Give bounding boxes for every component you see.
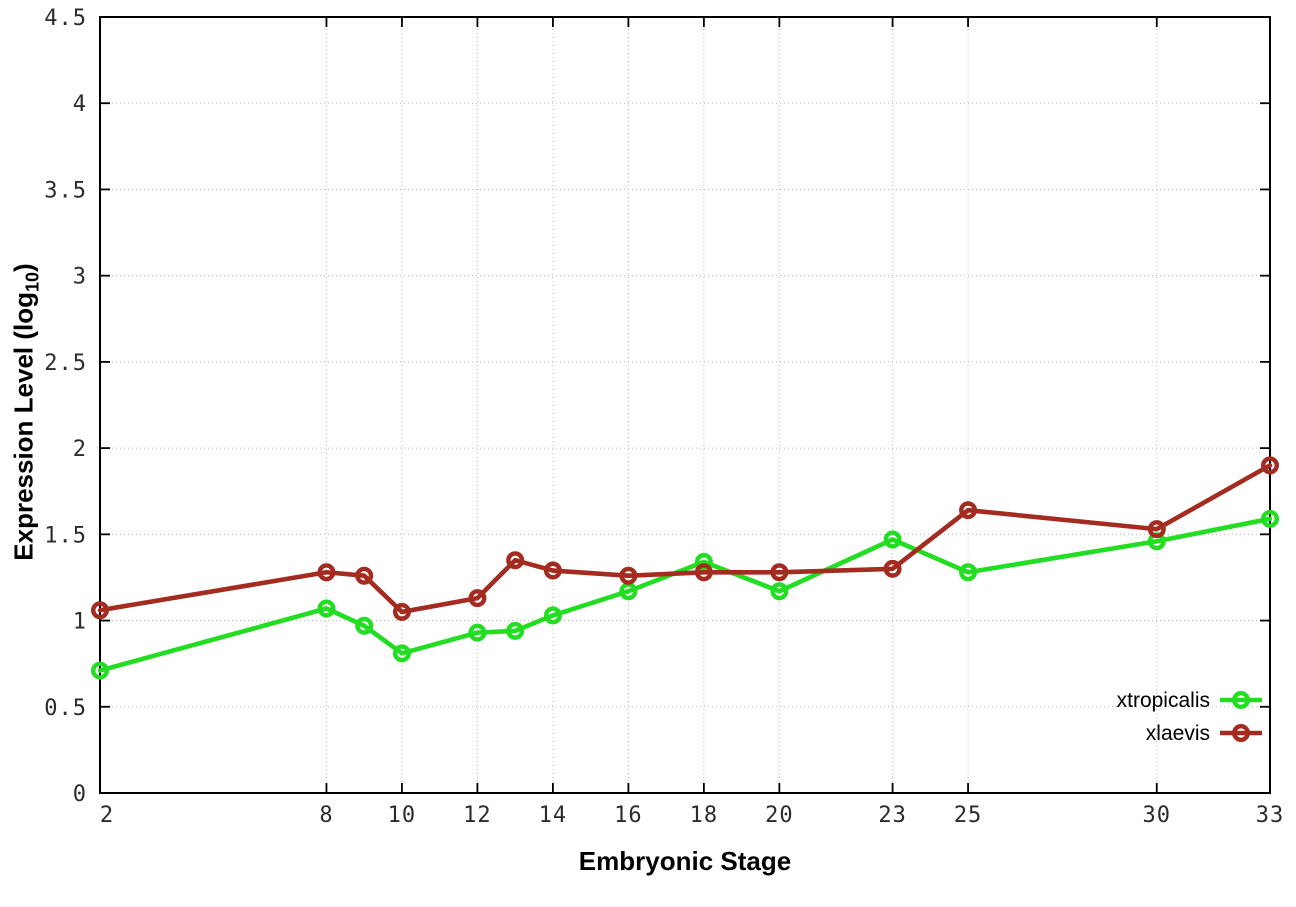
x-tick-label: 18 (690, 803, 719, 828)
x-axis-title: Embryonic Stage (578, 846, 792, 876)
y-tick-label: 1 (73, 610, 87, 635)
y-tick-label: 2.5 (44, 351, 87, 376)
data-point-xtropicalis (90, 661, 109, 680)
x-tick-label: 10 (388, 803, 417, 828)
data-point-xtropicalis (1260, 509, 1279, 528)
y-tick-label: 1.5 (44, 523, 87, 548)
data-point-xtropicalis (694, 552, 713, 571)
y-axis-title-subscript: 10 (22, 271, 43, 292)
x-tick-label: 25 (954, 803, 983, 828)
y-axis-title: Expression Level (log10) (8, 263, 43, 561)
legend-label-xlaevis: xlaevis (1146, 722, 1210, 745)
data-point-xlaevis (770, 563, 789, 582)
x-tick-label: 23 (878, 803, 907, 828)
y-tick-label: 4.5 (44, 6, 87, 31)
x-tick-label: 12 (463, 803, 492, 828)
data-point-xlaevis (1147, 520, 1166, 539)
legend-label-xtropicalis: xtropicalis (1117, 689, 1210, 712)
y-tick-label: 0.5 (44, 696, 87, 721)
data-point-xlaevis (355, 566, 374, 585)
x-tick-label: 30 (1143, 803, 1172, 828)
x-tick-label: 33 (1256, 803, 1285, 828)
y-tick-label: 3.5 (44, 178, 87, 203)
y-tick-label: 3 (73, 265, 87, 290)
y-tick-label: 0 (73, 782, 87, 807)
data-point-xlaevis (694, 563, 713, 582)
data-point-xlaevis (392, 602, 411, 621)
x-tick-label: 14 (539, 803, 568, 828)
data-point-xtropicalis (543, 606, 562, 625)
data-point-xlaevis (506, 551, 525, 570)
x-tick-label: 8 (319, 803, 333, 828)
series-line-xlaevis (97, 463, 1273, 615)
data-point-xtropicalis (317, 599, 336, 618)
data-point-xtropicalis (355, 616, 374, 635)
y-tick-label: 2 (73, 437, 87, 462)
x-tick-label: 16 (614, 803, 643, 828)
data-point-xlaevis (883, 559, 902, 578)
series-line-xtropicalis (97, 516, 1273, 673)
x-tick-label: 20 (765, 803, 794, 828)
data-point-xlaevis (1260, 456, 1279, 475)
plot-border (99, 16, 1271, 794)
data-point-xlaevis (543, 561, 562, 580)
data-point-xlaevis (619, 566, 638, 585)
data-point-xtropicalis (770, 582, 789, 601)
data-point-xtropicalis (883, 530, 902, 549)
data-point-xtropicalis (468, 623, 487, 642)
data-point-xtropicalis (959, 563, 978, 582)
y-axis-title-main: Expression Level (log (8, 291, 39, 561)
data-point-xtropicalis (392, 644, 411, 663)
y-axis-title-close: ) (8, 263, 39, 272)
data-point-xlaevis (90, 601, 109, 620)
x-tick-label: 2 (100, 803, 114, 828)
data-point-xlaevis (959, 501, 978, 520)
legend-sample-marker-xlaevis (1231, 724, 1250, 743)
data-point-xtropicalis (506, 621, 525, 640)
legend-sample-marker-xtropicalis (1231, 691, 1250, 710)
y-tick-label: 4 (73, 92, 87, 117)
data-point-xlaevis (317, 563, 336, 582)
data-point-xlaevis (468, 589, 487, 608)
